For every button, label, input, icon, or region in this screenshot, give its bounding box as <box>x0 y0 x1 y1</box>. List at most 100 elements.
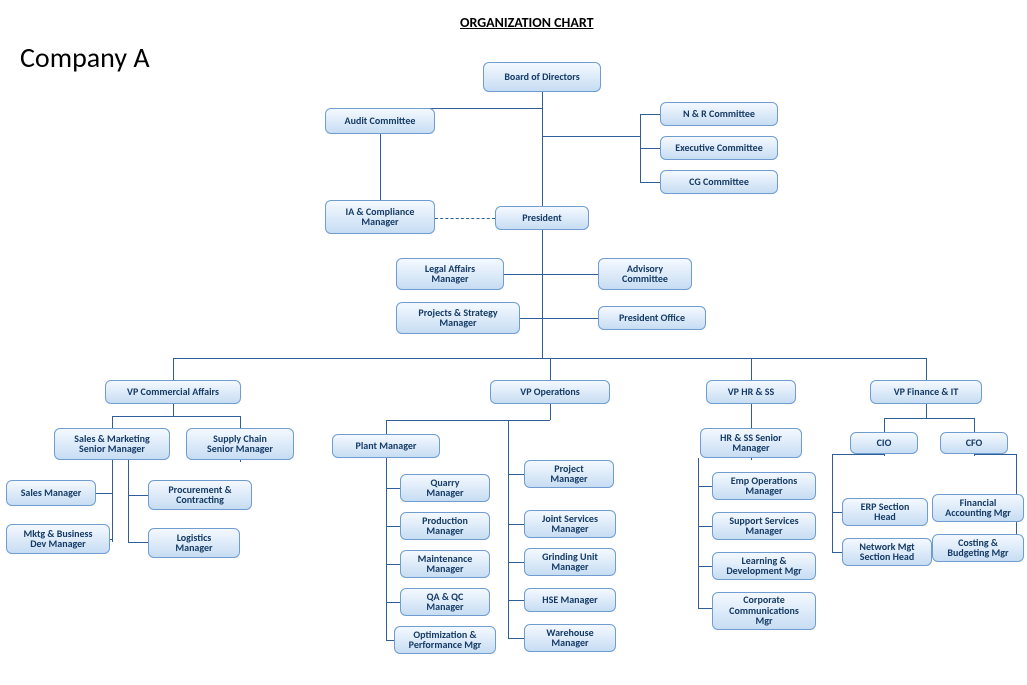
node-cio: CIO <box>850 432 918 454</box>
edge <box>751 458 752 460</box>
node-nr: N & R Committee <box>660 102 778 126</box>
org-chart-stage: ORGANIZATION CHART Company A Board of Di… <box>0 0 1027 685</box>
edge <box>508 600 524 601</box>
edge <box>128 495 148 496</box>
edge <box>1016 454 1017 455</box>
node-learning: Learning &Development Mgr <box>712 552 816 580</box>
edge <box>386 420 387 434</box>
node-sales_mkt_sr: Sales & MarketingSenior Manager <box>54 428 170 460</box>
node-network: Network MgtSection Head <box>842 538 932 566</box>
node-optperf: Optimization &Performance Mgr <box>394 626 496 654</box>
node-vp_ops: VP Operations <box>490 380 610 404</box>
node-sales_mgr: Sales Manager <box>6 480 96 506</box>
edge <box>542 318 598 319</box>
node-joint_srv: Joint ServicesManager <box>524 510 616 538</box>
node-quarry: QuarryManager <box>400 474 490 502</box>
edge <box>832 552 842 553</box>
edge <box>435 218 495 219</box>
edge <box>508 420 509 638</box>
node-warehouse: WarehouseManager <box>524 624 616 652</box>
edge <box>508 474 524 475</box>
edge <box>751 358 752 380</box>
edge <box>96 493 112 494</box>
node-production: ProductionManager <box>400 512 490 540</box>
node-hse: HSE Manager <box>524 588 616 612</box>
edge <box>542 136 640 137</box>
edge <box>504 274 542 275</box>
node-supply_sr: Supply ChainSenior Manager <box>186 428 294 460</box>
node-emp_ops: Emp OperationsManager <box>712 472 816 500</box>
edge <box>173 404 174 416</box>
node-vp_comm: VP Commercial Affairs <box>105 380 241 404</box>
edge <box>508 562 524 563</box>
edge <box>974 454 1016 455</box>
edge <box>698 608 712 609</box>
node-projstrat: Projects & StrategyManager <box>396 302 520 334</box>
edge <box>640 148 660 149</box>
edge <box>520 318 542 319</box>
node-mkt_bd: Mktg & BusinessDev Manager <box>6 524 110 554</box>
edge <box>751 404 752 428</box>
edge <box>926 404 927 418</box>
edge <box>542 108 543 206</box>
edge <box>884 454 885 456</box>
node-grinding: Grinding UnitManager <box>524 548 616 576</box>
node-cg: CG Committee <box>660 170 778 194</box>
edge <box>112 416 240 417</box>
node-procurement: Procurement &Contracting <box>148 480 252 510</box>
node-cfo: CFO <box>940 432 1008 454</box>
node-audit: Audit Committee <box>325 108 435 134</box>
edge <box>832 454 833 552</box>
node-logistics: LogisticsManager <box>148 528 240 558</box>
edge <box>128 460 129 542</box>
edge <box>974 418 975 432</box>
node-president: President <box>495 206 589 230</box>
node-board: Board of Directors <box>483 62 601 92</box>
node-hr_sr: HR & SS SeniorManager <box>700 428 802 458</box>
node-qaqc: QA & QCManager <box>400 588 490 616</box>
node-presoffice: President Office <box>598 306 706 330</box>
node-advisory: AdvisoryCommittee <box>598 258 692 290</box>
edge <box>240 460 241 462</box>
edge <box>884 418 885 432</box>
edge <box>386 420 550 421</box>
edge <box>550 404 551 420</box>
edge <box>698 566 712 567</box>
edge <box>386 488 400 489</box>
node-vp_fin: VP Finance & IT <box>870 380 982 404</box>
edge <box>640 114 660 115</box>
edge <box>386 640 394 641</box>
edge <box>173 358 174 380</box>
edge <box>698 526 712 527</box>
edge <box>386 602 400 603</box>
edge <box>640 182 660 183</box>
edge <box>550 358 551 380</box>
edge <box>110 539 112 540</box>
node-legal: Legal AffairsManager <box>396 258 504 290</box>
edge <box>386 458 387 640</box>
edge <box>926 358 927 380</box>
edge <box>832 454 884 455</box>
node-vp_hr: VP HR & SS <box>706 380 796 404</box>
edge <box>698 458 699 608</box>
node-project_mgr: ProjectManager <box>524 460 614 488</box>
edge <box>380 134 381 200</box>
edge <box>884 418 974 419</box>
edge <box>542 230 543 358</box>
edge <box>386 526 400 527</box>
node-maintenance: MaintenanceManager <box>400 550 490 578</box>
node-exec: Executive Committee <box>660 136 778 160</box>
edge <box>240 416 241 428</box>
edge <box>832 512 842 513</box>
edge <box>508 524 524 525</box>
node-cost_budget: Costing &Budgeting Mgr <box>932 534 1024 562</box>
edge <box>542 274 598 275</box>
page-title: ORGANIZATION CHART <box>460 14 594 31</box>
edge <box>698 486 712 487</box>
edge <box>542 92 543 108</box>
edge <box>386 564 400 565</box>
node-plant_mgr: Plant Manager <box>332 434 440 458</box>
node-ia: IA & ComplianceManager <box>325 200 435 234</box>
node-corp_comm: CorporateCommunicationsMgr <box>712 592 816 630</box>
edge <box>112 416 113 428</box>
